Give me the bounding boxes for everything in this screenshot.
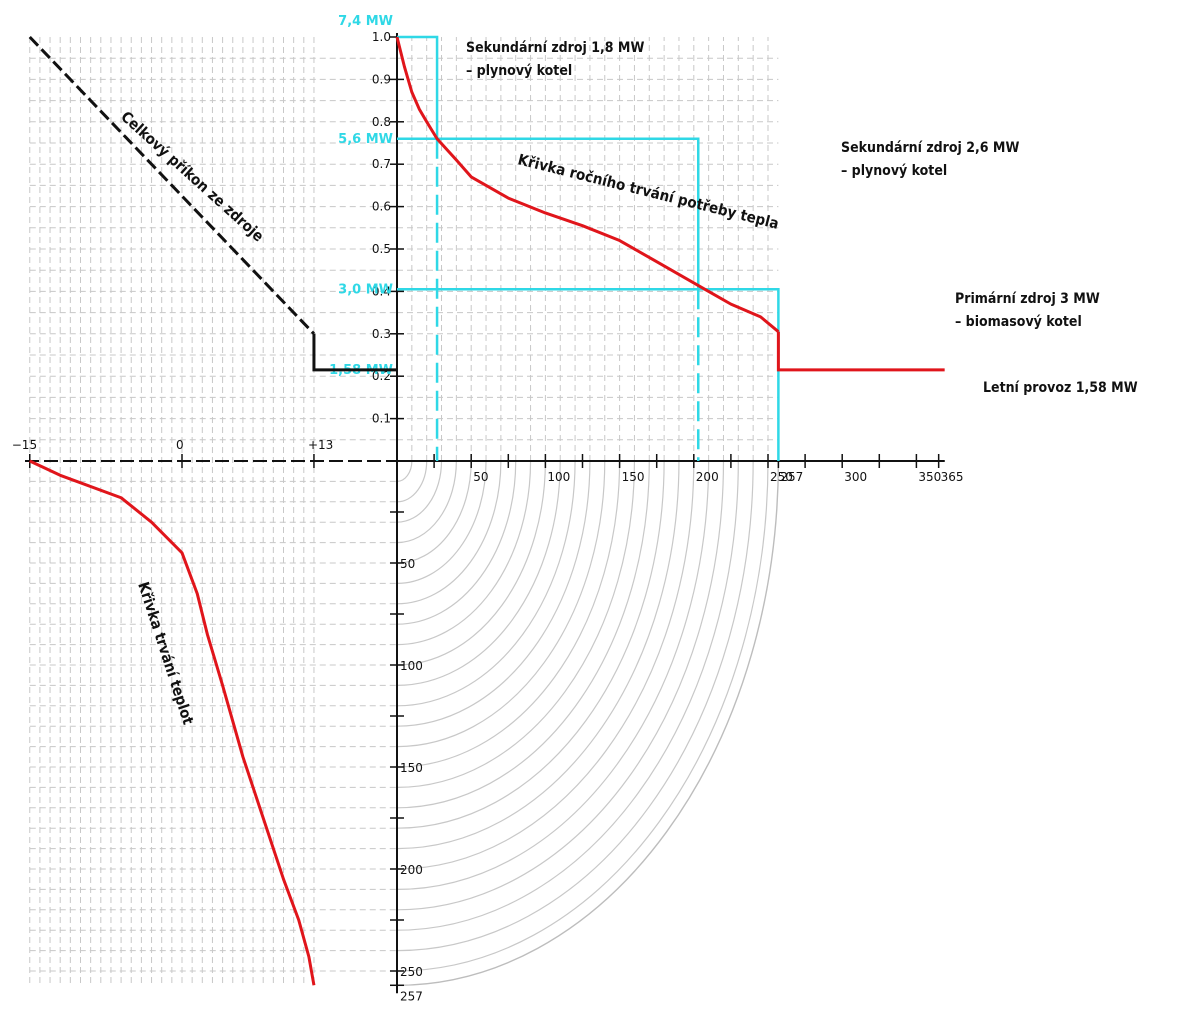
source-2-outline [397, 137, 700, 290]
down-tick-label: 200 [400, 863, 423, 877]
summer-operation-line [776, 331, 945, 372]
y-tick-label: 0.6 [372, 200, 391, 214]
mw-label: 5,6 MW [338, 132, 393, 147]
transfer-arc [396, 460, 695, 870]
transfer-arc [396, 460, 636, 788]
source-3-label: Primární zdroj 3 MW [955, 291, 1100, 307]
total-power-step [312, 333, 397, 372]
transfer-arc [396, 460, 546, 666]
transfer-arc [396, 460, 591, 727]
x-tick-label: 365 [941, 470, 964, 484]
transfer-arc [396, 460, 754, 952]
x-tick-label: 100 [547, 470, 570, 484]
transfer-arc [396, 460, 413, 482]
y-tick-label: 0.4 [372, 284, 391, 298]
mw-label: 3,0 MW [338, 282, 393, 297]
transfer-arc [396, 460, 457, 544]
y-tick-label: 0.3 [372, 327, 391, 341]
down-tick-label: 100 [400, 659, 423, 673]
x-tick-label: 257 [780, 470, 803, 484]
transfer-arc [396, 460, 680, 850]
down-tick-label: 150 [400, 761, 423, 775]
x-tick-label: 200 [696, 470, 719, 484]
y-tick-label: 0.9 [372, 72, 391, 86]
down-tick-label: 250 [400, 965, 423, 979]
temp-tick-label: +13 [308, 438, 333, 452]
heat-demand-curve-label: Křivka ročního trvání potřeby tepla [516, 150, 781, 232]
transfer-arc [396, 460, 443, 523]
source-1-outline [397, 35, 439, 139]
source-2-sublabel: – plynový kotel [841, 163, 947, 179]
transfer-arc [396, 460, 576, 707]
source-3-sublabel: – biomasový kotel [955, 314, 1082, 330]
source-blocks: 7,4 MW5,6 MW3,0 MW1,58 MW [329, 14, 780, 461]
source-3-outline [397, 288, 780, 461]
transfer-arc [396, 460, 725, 911]
x-tick-label: 50 [473, 470, 488, 484]
source-2-label: Sekundární zdroj 2,6 MW [841, 140, 1019, 156]
transfer-arc [396, 460, 561, 686]
y-tick-label: 0.2 [372, 369, 391, 383]
transfer-arc [396, 460, 472, 564]
temperature-curve-label: Křivka trvání teplot [134, 580, 197, 728]
x-tick-label: 350 [918, 470, 941, 484]
transfer-arc [396, 460, 665, 829]
temp-tick-label: −15 [12, 438, 37, 452]
transfer-arc [396, 460, 606, 748]
transfer-arc [396, 460, 502, 605]
mw-label: 7,4 MW [338, 14, 393, 29]
transfer-arc [396, 460, 769, 972]
temperature-duration-curve [29, 459, 316, 986]
transfer-arc [396, 460, 780, 986]
source-1-sublabel: – plynový kotel [466, 63, 572, 79]
transfer-arc [396, 460, 517, 625]
transfer-arc [396, 460, 532, 646]
heat-demand-curve [395, 36, 780, 333]
transfer-arc [396, 460, 650, 809]
y-tick-label: 0.5 [372, 242, 391, 256]
grid-layer [29, 37, 780, 986]
transfer-arc [396, 460, 428, 503]
down-tick-label: 257 [400, 989, 423, 1003]
y-tick-label: 0.7 [372, 157, 391, 171]
x-tick-label: 300 [844, 470, 867, 484]
x-tick-label: 250 [770, 470, 793, 484]
x-tick-label: 150 [622, 470, 645, 484]
curves-layer [28, 35, 945, 986]
temp-tick-label: 0 [176, 438, 184, 452]
source-1-label: Sekundární zdroj 1,8 MW [466, 40, 644, 56]
transfer-arc [396, 460, 621, 768]
y-tick-label: 1.0 [372, 30, 391, 44]
y-tick-label: 0.8 [372, 115, 391, 129]
down-tick-label: 50 [400, 557, 415, 571]
transfer-arc [396, 460, 739, 931]
total-power-line [28, 35, 316, 335]
transfer-arc [396, 460, 487, 584]
y-tick-label: 0.1 [372, 412, 391, 426]
transfer-arc [396, 460, 710, 890]
summer-operation-label: Letní provoz 1,58 MW [983, 380, 1138, 396]
